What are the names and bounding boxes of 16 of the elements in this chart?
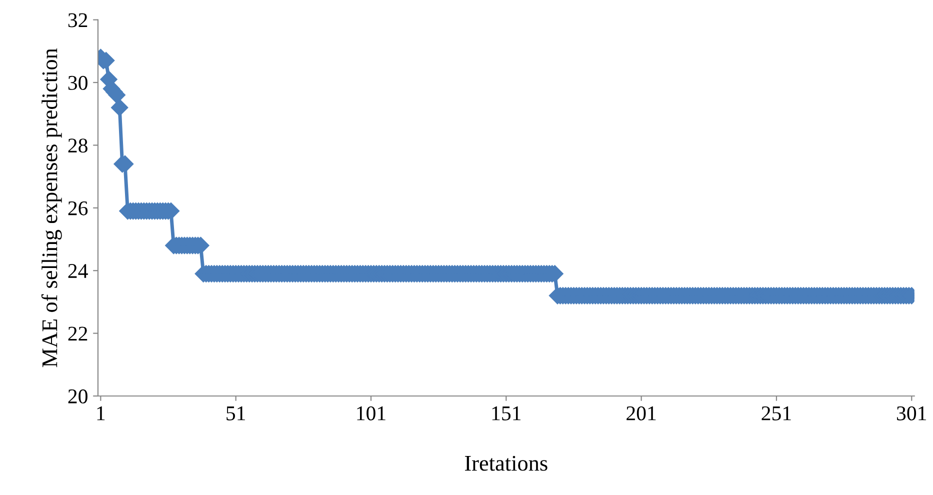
- x-tick-label: 101: [357, 406, 386, 420]
- y-tick-label: 32: [68, 13, 88, 28]
- x-tick-label: 1: [97, 406, 105, 420]
- x-tick-label: 251: [762, 406, 791, 420]
- y-axis-title: MAE of selling expenses prediction: [41, 48, 62, 368]
- y-tick-label: 26: [68, 201, 88, 216]
- y-tick-label: 28: [68, 138, 88, 153]
- y-tick-label: 24: [68, 264, 88, 278]
- x-tick-label: 151: [492, 406, 521, 420]
- x-tick-label: 301: [897, 406, 926, 420]
- x-tick-label: 51: [226, 406, 245, 420]
- x-tick-label: 201: [626, 406, 656, 420]
- y-tick-label: 20: [68, 389, 88, 404]
- y-tick-label: 22: [68, 326, 88, 341]
- y-tick-label: 30: [68, 76, 88, 90]
- x-axis-title: Iretations: [464, 456, 548, 471]
